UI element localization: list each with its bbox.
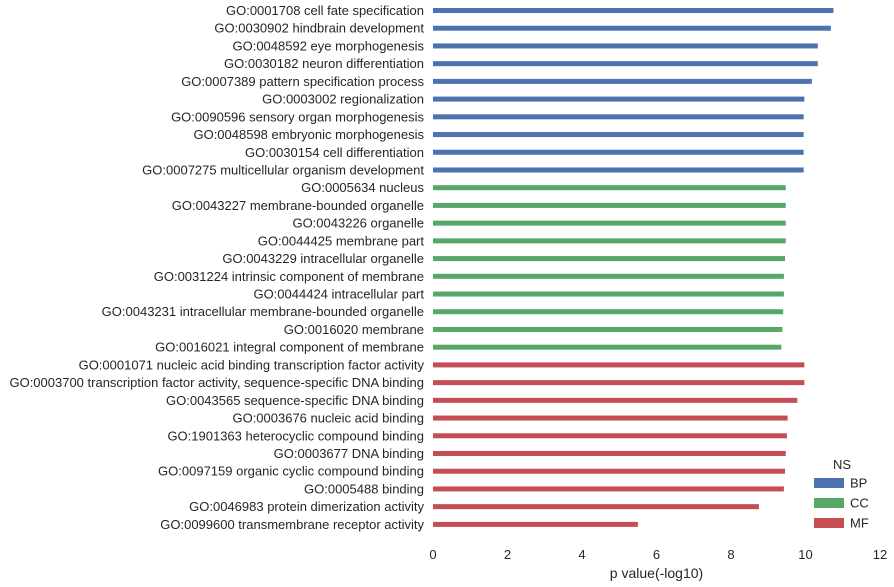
y-tick-label: GO:0001708 cell fate specification bbox=[226, 3, 424, 18]
bar bbox=[433, 25, 831, 31]
y-tick-label: GO:0048592 eye morphogenesis bbox=[232, 38, 424, 53]
bar bbox=[433, 43, 818, 49]
x-tick-label: 4 bbox=[578, 547, 585, 562]
y-tick-label: GO:0016020 membrane bbox=[284, 322, 424, 337]
bar bbox=[433, 486, 784, 492]
y-tick-label: GO:0030154 cell differentiation bbox=[245, 145, 424, 160]
legend-swatch bbox=[814, 478, 844, 488]
y-tick-label: GO:0031224 intrinsic component of membra… bbox=[154, 269, 424, 284]
x-tick-label: 8 bbox=[727, 547, 734, 562]
y-tick-labels: GO:0001708 cell fate specification GO:003… bbox=[9, 3, 424, 532]
y-tick-label: GO:0001071 nucleic acid binding transcri… bbox=[79, 357, 425, 372]
legend: NS BP CC MF bbox=[814, 457, 869, 531]
y-tick-label: GO:1901363 heterocyclic compound binding bbox=[167, 428, 424, 443]
bar bbox=[433, 149, 804, 155]
bar bbox=[433, 344, 782, 350]
bar bbox=[433, 202, 786, 208]
bar bbox=[433, 291, 784, 297]
y-tick-label: GO:0043226 organelle bbox=[292, 216, 424, 231]
bar bbox=[433, 114, 804, 120]
bar bbox=[433, 185, 786, 191]
bar bbox=[433, 451, 786, 456]
x-tick-label: 2 bbox=[504, 547, 511, 562]
bar bbox=[433, 96, 805, 102]
y-tick-label: GO:0048598 embryonic morphogenesis bbox=[193, 127, 424, 142]
y-tick-label: GO:0046983 protein dimerization activity bbox=[189, 499, 424, 514]
bar bbox=[433, 61, 818, 67]
y-tick-label: GO:0005634 nucleus bbox=[301, 180, 424, 195]
y-tick-label: GO:0044425 membrane part bbox=[258, 233, 425, 248]
legend-swatch bbox=[814, 498, 844, 508]
y-tick-label: GO:0043229 intracellular organelle bbox=[222, 251, 424, 266]
bar bbox=[433, 433, 787, 439]
x-tick-label: 10 bbox=[798, 547, 812, 562]
legend-title: NS bbox=[833, 457, 851, 472]
bar bbox=[433, 8, 834, 13]
x-tick-label: 6 bbox=[653, 547, 660, 562]
bar bbox=[433, 415, 788, 421]
bar bbox=[433, 504, 759, 510]
x-tick-labels: 0 2 4 6 8 10 12 bbox=[429, 547, 887, 562]
y-tick-label: GO:0043565 sequence-specific DNA binding bbox=[166, 393, 424, 408]
y-tick-label: GO:0003700 transcription factor activity… bbox=[9, 375, 424, 390]
legend-label: CC bbox=[850, 496, 869, 511]
bar bbox=[433, 220, 786, 226]
bar bbox=[433, 238, 786, 244]
x-tick-label: 12 bbox=[873, 547, 887, 562]
bar bbox=[433, 521, 638, 527]
bar bbox=[433, 468, 786, 474]
y-tick-label: GO:0016021 integral component of membran… bbox=[155, 340, 424, 355]
y-tick-label: GO:0099600 transmembrane receptor activi… bbox=[160, 517, 424, 532]
bar bbox=[433, 273, 784, 279]
bar bbox=[433, 309, 784, 315]
legend-label: BP bbox=[850, 476, 867, 491]
y-tick-label: GO:0030182 neuron differentiation bbox=[224, 56, 424, 71]
y-tick-label: GO:0003676 nucleic acid binding bbox=[232, 411, 424, 426]
y-tick-label: GO:0007389 pattern specification process bbox=[181, 74, 424, 89]
bar bbox=[433, 362, 805, 368]
y-tick-label: GO:0044424 intracellular part bbox=[253, 287, 424, 302]
bar-group bbox=[433, 8, 834, 527]
y-tick-label: GO:0005488 binding bbox=[304, 481, 424, 496]
y-tick-label: GO:0003002 regionalization bbox=[262, 92, 424, 107]
legend-swatch bbox=[814, 518, 844, 528]
bar bbox=[433, 167, 804, 173]
y-tick-label: GO:0003677 DNA binding bbox=[274, 446, 424, 461]
bar bbox=[433, 132, 804, 138]
x-tick-label: 0 bbox=[429, 547, 436, 562]
y-tick-label: GO:0030902 hindbrain development bbox=[214, 21, 424, 36]
bar bbox=[433, 397, 798, 403]
bar bbox=[433, 326, 783, 332]
bar bbox=[433, 78, 812, 84]
y-tick-label: GO:0043227 membrane-bounded organelle bbox=[172, 198, 424, 213]
y-tick-label: GO:0007275 multicellular organism develo… bbox=[142, 162, 424, 177]
y-tick-label: GO:0097159 organic cyclic compound bindi… bbox=[158, 464, 424, 479]
y-tick-label: GO:0090596 sensory organ morphogenesis bbox=[171, 109, 424, 124]
y-tick-label: GO:0043231 intracellular membrane-bounde… bbox=[102, 304, 424, 319]
bar bbox=[433, 256, 786, 262]
x-axis-label: p value(-log10) bbox=[610, 565, 703, 581]
legend-label: MF bbox=[850, 516, 869, 531]
bar bbox=[433, 380, 805, 386]
